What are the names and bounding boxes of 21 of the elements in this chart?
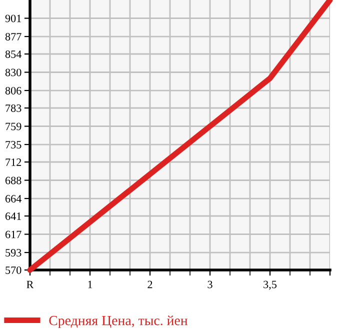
y-tick-label: 830 (5, 68, 22, 76)
y-tick-label: 901 (5, 14, 21, 22)
y-tick-label: 806 (5, 86, 22, 94)
x-tick-label: 3 (208, 280, 212, 288)
y-tick-label: 593 (6, 249, 22, 256)
y-tick-label: 759 (6, 122, 22, 130)
y-tick-label: 712 (6, 158, 22, 166)
y-tick-label: 877 (5, 32, 22, 40)
y-tick-label: 617 (5, 230, 22, 238)
y-tick-label: 854 (5, 50, 22, 58)
y-tick-label: 641 (5, 212, 21, 220)
x-tick-label: 2 (148, 280, 152, 288)
x-tick-label: 1 (88, 280, 92, 288)
y-tick-label: 664 (5, 195, 22, 202)
x-tick-label: R (26, 280, 34, 288)
y-tick-label: 735 (6, 141, 22, 148)
legend-label: Средняя Цена, тыс. йен (49, 316, 188, 328)
y-tick-label: 783 (6, 104, 22, 112)
y-tick-label: 570 (6, 266, 22, 274)
y-tick-label: 688 (5, 176, 22, 184)
x-tick-label: 3,5 (264, 280, 277, 290)
